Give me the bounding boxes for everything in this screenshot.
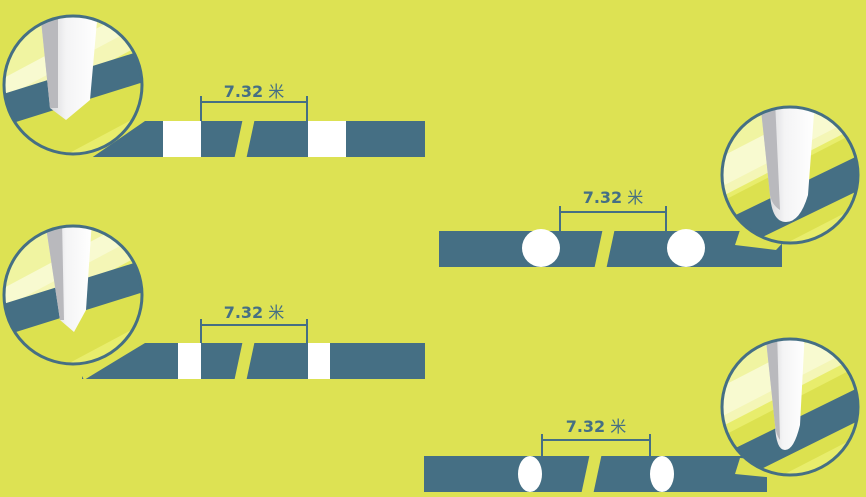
- panel-square-b: 7.32 米: [2, 224, 425, 382]
- magnifier-round-post: [720, 105, 860, 250]
- dimension-label: 7.32 米: [566, 417, 627, 436]
- dimension-line: [541, 434, 651, 456]
- dimension-label: 7.32 米: [224, 303, 285, 322]
- crossbar: [82, 121, 425, 157]
- panel-round-a: 7.32 米: [439, 105, 860, 270]
- crossbar: [82, 343, 425, 379]
- left-post: [518, 456, 542, 492]
- dimension-label: 7.32 米: [224, 82, 285, 101]
- dimension-line: [200, 319, 308, 343]
- panel-oval-b: 7.32 米: [424, 337, 860, 495]
- break-mark: [594, 228, 615, 270]
- right-post: [650, 456, 674, 492]
- right-post: [308, 121, 346, 157]
- break-mark: [581, 453, 602, 495]
- break-mark: [234, 340, 255, 382]
- magnifier-square-post: [2, 14, 145, 163]
- panel-square-a: 7.32 米: [2, 14, 425, 163]
- magnifier-square-post: [2, 224, 145, 380]
- dimension-line: [559, 206, 667, 231]
- left-post: [522, 229, 560, 267]
- break-mark: [234, 118, 255, 160]
- magnifier-oval-post: [720, 337, 860, 478]
- dimension-line: [200, 96, 308, 121]
- left-post: [163, 121, 201, 157]
- right-post: [308, 343, 330, 379]
- dimension-label: 7.32 米: [583, 188, 644, 207]
- right-post: [667, 229, 705, 267]
- left-post: [178, 343, 201, 379]
